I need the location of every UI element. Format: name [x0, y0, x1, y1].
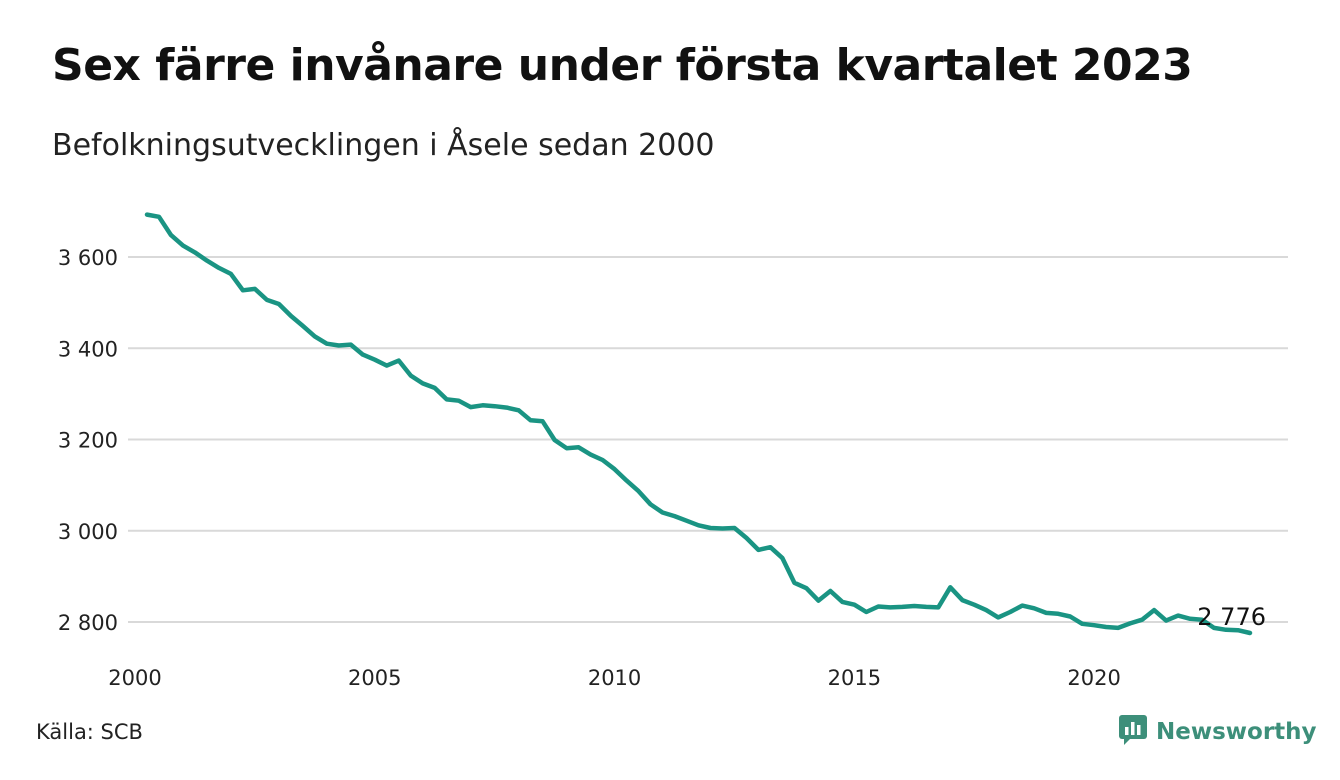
brand-name: Newsworthy [1156, 719, 1317, 745]
chart-title: Sex färre invånare under första kvartale… [52, 40, 1193, 91]
y-tick-label: 3 600 [58, 246, 118, 270]
x-tick-label: 2005 [348, 666, 401, 690]
x-tick-label: 2000 [108, 666, 161, 690]
grid-lines [128, 256, 1288, 623]
y-tick-label: 3 000 [58, 520, 118, 544]
brand[interactable]: Newsworthy [1118, 714, 1317, 750]
series-group [144, 212, 1253, 636]
source-note: Källa: SCB [36, 720, 143, 744]
x-tick-label: 2010 [588, 666, 641, 690]
y-tick-label: 3 400 [58, 337, 118, 361]
y-axis-ticks: 2 800 3 000 3 200 3 400 3 600 [58, 246, 118, 635]
x-axis-ticks: 2000 2005 2010 2015 2020 [108, 666, 1121, 690]
x-tick-label: 2015 [828, 666, 881, 690]
newsworthy-logo-icon [1118, 714, 1148, 750]
y-tick-label: 2 800 [58, 611, 118, 635]
last-value-label: 2 776 [1197, 603, 1266, 631]
chart-subtitle: Befolkningsutvecklingen i Åsele sedan 20… [52, 128, 715, 163]
x-tick-label: 2020 [1067, 666, 1120, 690]
y-tick-label: 3 200 [58, 429, 118, 453]
population-series-line [144, 212, 1253, 636]
